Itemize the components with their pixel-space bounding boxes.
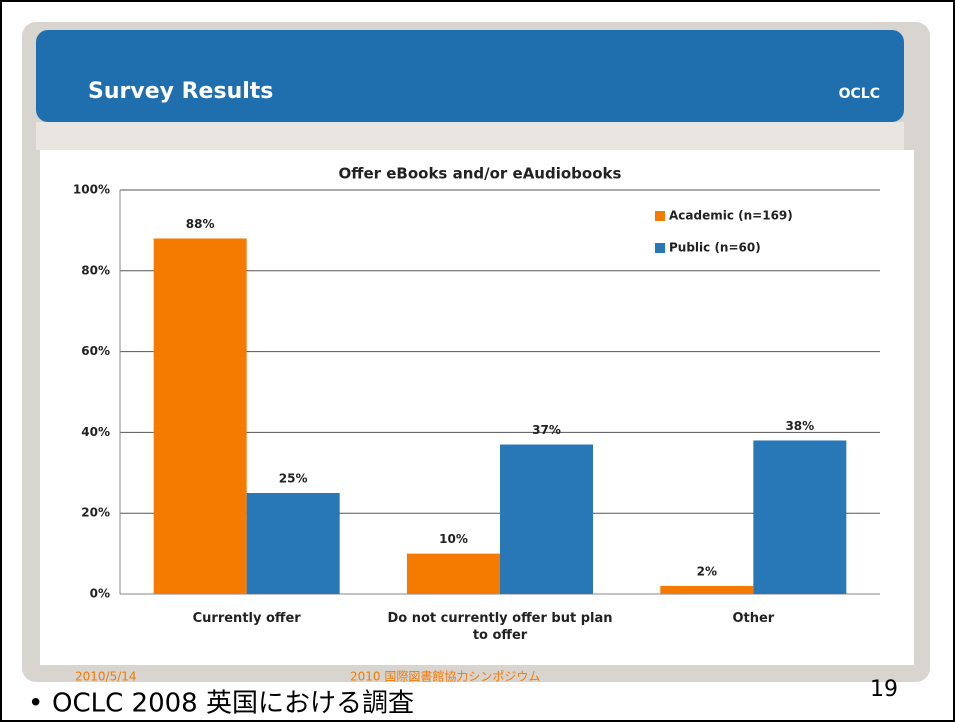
value-label: 37% xyxy=(532,423,561,437)
bar xyxy=(246,493,340,594)
legend-swatch xyxy=(655,211,665,221)
date: 2010/5/14 xyxy=(75,670,137,684)
value-label: 25% xyxy=(279,472,308,486)
x-tick-label: Other xyxy=(732,611,775,626)
legend-label: Public (n=60) xyxy=(669,241,761,255)
chart-title: Offer eBooks and/or eAudiobooks xyxy=(339,165,622,183)
value-label: 10% xyxy=(439,532,468,546)
legend-swatch xyxy=(655,243,665,253)
legend-label: Academic (n=169) xyxy=(669,209,793,223)
value-label: 38% xyxy=(785,419,814,433)
bar xyxy=(153,238,247,595)
header-gap xyxy=(36,122,904,150)
value-label: 88% xyxy=(186,217,215,231)
y-tick-label: 60% xyxy=(81,344,110,358)
y-tick-label: 100% xyxy=(73,183,110,197)
slide-title: Survey Results xyxy=(88,79,273,104)
bullet-dot: • xyxy=(28,689,43,719)
y-tick-label: 80% xyxy=(81,263,110,277)
page-number: 19 xyxy=(870,677,898,702)
y-tick-label: 40% xyxy=(81,425,110,439)
bar xyxy=(660,585,754,594)
footer: 2010 国際図書館協力シンポジウム xyxy=(350,669,540,684)
header-band xyxy=(36,30,904,122)
bullet-text: OCLC 2008 英国における調査 xyxy=(52,689,414,719)
value-label: 2% xyxy=(697,564,717,578)
bar xyxy=(407,553,500,594)
logo: OCLC xyxy=(839,86,880,102)
y-tick-label: 20% xyxy=(81,506,110,520)
y-tick-label: 0% xyxy=(90,587,110,601)
bar xyxy=(753,440,847,594)
bar xyxy=(500,444,593,594)
x-tick-label: Currently offer xyxy=(192,611,301,626)
x-tick-label: Do not currently offer but plan to offer xyxy=(387,611,613,643)
